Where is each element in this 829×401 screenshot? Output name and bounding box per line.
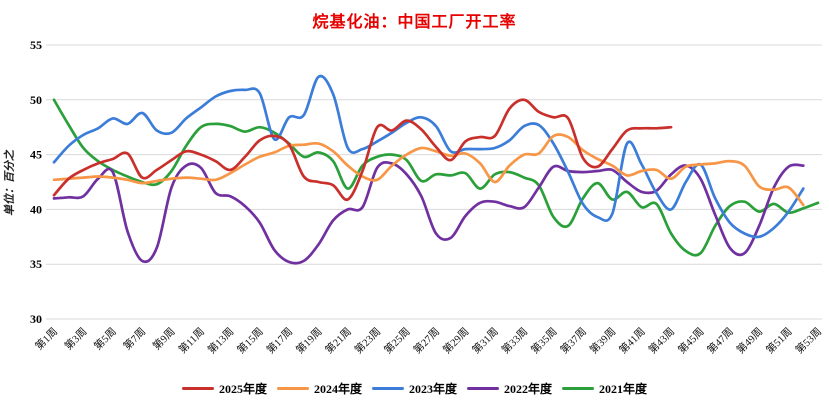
legend-swatch (562, 387, 595, 390)
x-tick-label: 第33周 (499, 325, 530, 356)
x-tick-label: 第19周 (293, 325, 324, 356)
x-tick-label: 第11周 (176, 325, 207, 356)
series-line-2025 (52, 98, 673, 202)
x-tick-label: 第9周 (150, 325, 178, 353)
series-line-2023 (52, 74, 805, 239)
y-tick-label: 55 (30, 38, 42, 52)
x-tick-label: 第1周 (32, 325, 60, 353)
x-tick-label: 第25周 (381, 325, 412, 356)
legend-item-2023[interactable]: 2023年度 (371, 380, 457, 397)
chart-legend: 2025年度 2024年度 2023年度 2022年度 2021年度 (0, 380, 829, 397)
x-tick-label: 第35周 (528, 325, 559, 356)
x-tick-label: 第47周 (704, 325, 735, 356)
legend-item-2022[interactable]: 2022年度 (467, 380, 552, 397)
y-tick-label: 50 (30, 93, 42, 107)
x-tick-label: 第3周 (62, 325, 90, 353)
x-tick-label: 第17周 (264, 325, 295, 356)
x-tick-label: 第13周 (205, 325, 236, 356)
chart-title: 烷基化油：中国工厂开工率 (312, 14, 517, 31)
y-axis-unit-label: 单位：百分之 (3, 149, 16, 216)
x-tick-label: 第53周 (793, 325, 824, 356)
y-tick-label: 45 (30, 148, 42, 162)
x-tick-label: 第5周 (91, 325, 119, 353)
legend-item-2021[interactable]: 2021年度 (562, 380, 647, 397)
x-tick-label: 第23周 (352, 325, 383, 356)
x-tick-label: 第37周 (558, 325, 589, 356)
x-tick-label: 第15周 (234, 325, 265, 356)
legend-label: 2025年度 (218, 382, 267, 396)
x-tick-label: 第39周 (587, 325, 618, 356)
legend-swatch (371, 387, 404, 390)
y-tick-label: 35 (30, 257, 42, 271)
legend-item-2025[interactable]: 2025年度 (181, 380, 267, 397)
series-line-2024 (52, 133, 805, 207)
series-line-2022 (52, 161, 805, 265)
legend-label: 2021年度 (599, 382, 648, 396)
legend-swatch (276, 387, 309, 390)
y-tick-label: 40 (30, 202, 42, 216)
x-tick-label: 第7周 (121, 325, 149, 353)
x-tick-label: 第43周 (646, 325, 677, 356)
x-tick-label: 第41周 (616, 325, 647, 356)
legend-label: 2024年度 (313, 382, 362, 396)
x-tick-label: 第49周 (734, 325, 765, 356)
x-tick-label: 第31周 (469, 325, 500, 356)
x-tick-label: 第45周 (675, 325, 706, 356)
legend-label: 2023年度 (408, 382, 457, 396)
legend-swatch (467, 387, 499, 390)
x-tick-label: 第27周 (411, 325, 442, 356)
legend-item-2024[interactable]: 2024年度 (276, 380, 362, 397)
x-tick-label: 第29周 (440, 325, 471, 356)
x-tick-label: 第21周 (322, 325, 353, 356)
y-tick-label: 30 (30, 312, 42, 326)
legend-swatch (181, 387, 214, 390)
x-tick-label: 第51周 (763, 325, 794, 356)
legend-label: 2022年度 (504, 382, 553, 396)
